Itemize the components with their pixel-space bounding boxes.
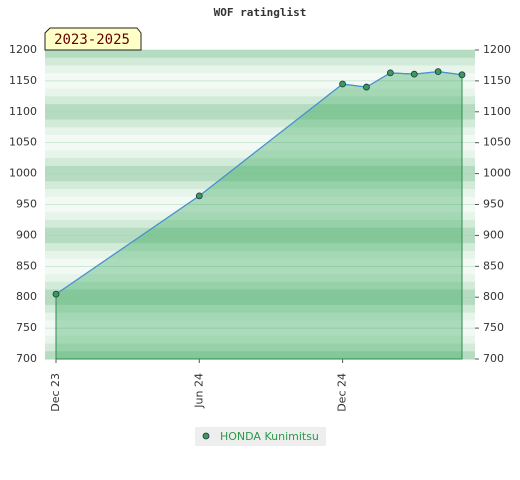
marker [52, 290, 60, 298]
background-stripe [45, 219, 475, 229]
marker [434, 68, 442, 76]
background-stripe [45, 320, 475, 329]
background-stripe [45, 304, 475, 314]
y-tick-label: 850 [16, 259, 37, 272]
background-stripe [45, 204, 475, 213]
annotation: 2023-2025 [54, 32, 130, 48]
background-stripe [45, 80, 475, 90]
background-stripe [45, 158, 475, 167]
y-tick-label-right: 850 [483, 259, 504, 272]
y-tick-label: 1100 [9, 105, 37, 118]
y-tick-label: 1050 [9, 136, 37, 149]
chart-title: WOF ratinglist [214, 6, 307, 19]
y-tick-label-right: 750 [483, 321, 504, 334]
y-tick-label-right: 700 [483, 352, 504, 365]
background-stripe [45, 351, 475, 360]
background-stripe [45, 328, 475, 337]
y-tick-label: 1000 [9, 167, 37, 180]
background-stripe [45, 73, 475, 82]
background-stripe [45, 235, 475, 244]
background-stripe [45, 281, 475, 290]
background-stripe [45, 258, 475, 267]
x-tick-label: Dec 23 [49, 373, 62, 412]
background-stripe [45, 173, 475, 182]
background-stripe [45, 57, 475, 66]
y-tick-label-right: 1200 [483, 43, 511, 56]
background-stripe [45, 289, 475, 298]
background-stripe [45, 343, 475, 352]
y-tick-label-right: 1100 [483, 105, 511, 118]
background-stripe [45, 212, 475, 221]
y-tick-label: 900 [16, 228, 37, 241]
y-tick-label-right: 1050 [483, 136, 511, 149]
background-stripe [45, 189, 475, 198]
background-stripe [45, 181, 475, 190]
y-tick-label: 1200 [9, 43, 37, 56]
annotation-box [44, 27, 142, 51]
background-stripe [45, 127, 475, 136]
background-stripe [45, 142, 475, 151]
background-stripe [45, 312, 475, 321]
marker [410, 70, 418, 78]
background-stripe [45, 111, 475, 121]
y-tick-label-right: 950 [483, 198, 504, 211]
legend-box [195, 427, 326, 446]
background-stripe [45, 335, 475, 345]
y-tick-label-right: 1000 [483, 167, 511, 180]
background-stripe [45, 104, 475, 113]
legend-label: HONDA Kunimitsu [220, 430, 319, 443]
y-tick-label-right: 1150 [483, 74, 511, 87]
y-tick-label-right: 900 [483, 228, 504, 241]
x-tick-label: Jun 24 [192, 373, 205, 409]
background-stripe [45, 96, 475, 105]
legend-marker [202, 432, 210, 440]
background-stripe [45, 297, 475, 306]
line [55, 71, 463, 295]
background-stripe [45, 227, 475, 236]
background-stripe [45, 88, 475, 97]
marker [363, 83, 370, 91]
background-stripe [45, 196, 475, 205]
y-tick-label: 800 [16, 290, 37, 303]
marker [458, 71, 466, 79]
background-stripe [45, 150, 475, 159]
background-stripe [45, 274, 475, 283]
background-stripe [45, 243, 475, 252]
y-tick-label-right: 800 [483, 290, 504, 303]
y-tick-label: 950 [16, 198, 37, 211]
marker [339, 80, 346, 88]
background-stripe [45, 266, 475, 275]
y-tick-label: 1150 [9, 74, 37, 87]
background-stripe [45, 134, 475, 144]
background-stripe [45, 65, 475, 74]
y-tick-label: 750 [16, 321, 37, 334]
marker [195, 192, 203, 200]
x-tick-label: Dec 24 [336, 373, 349, 412]
background-stripe [45, 50, 475, 59]
y-tick-label: 700 [16, 352, 37, 365]
background-stripe [45, 165, 475, 175]
background-stripe [45, 119, 475, 128]
background-stripe [45, 250, 475, 260]
marker [386, 69, 394, 77]
